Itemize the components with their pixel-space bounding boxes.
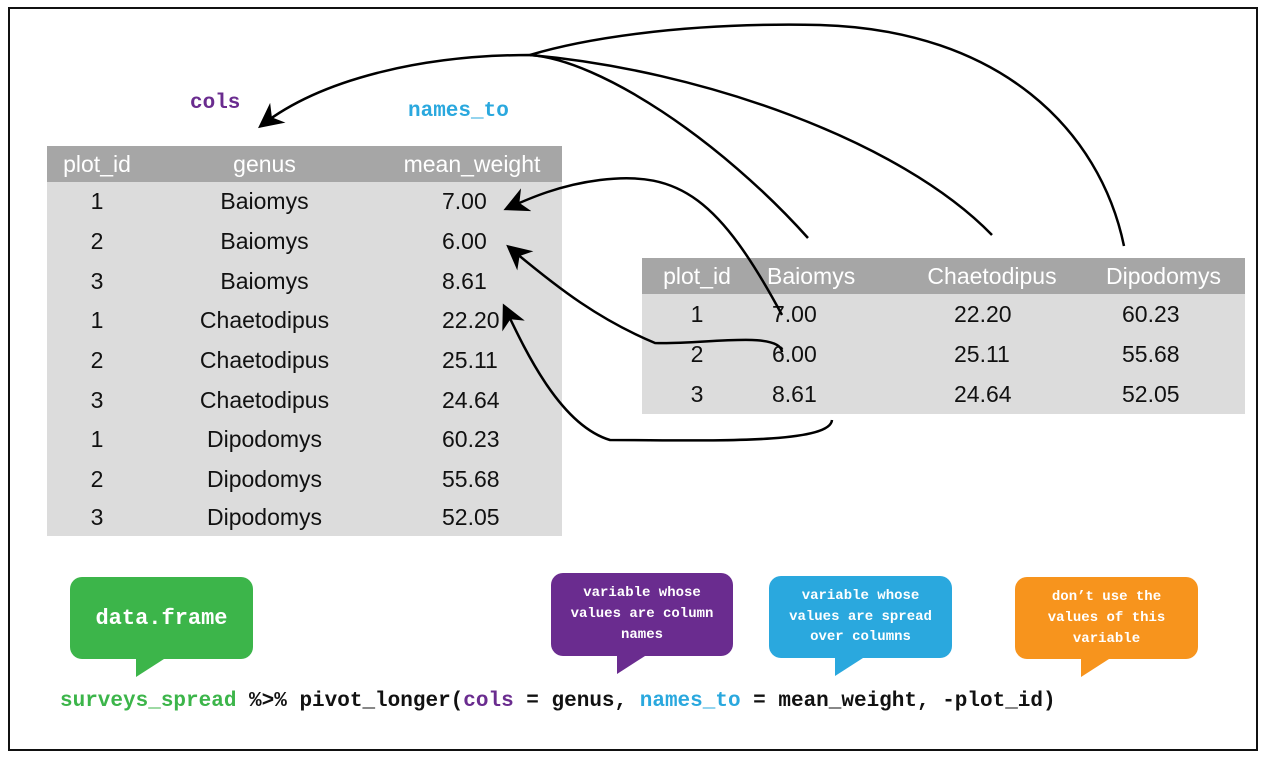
cols-label: cols: [190, 92, 241, 115]
data-frame-callout: data.frame: [70, 577, 253, 677]
table-row: 2 Chaetodipus 25.11: [47, 340, 562, 381]
arrow-baiomys-to-cols: [258, 53, 809, 239]
wide-table-header-row: plot_id Baiomys Chaetodipus Dipodomys: [642, 258, 1245, 294]
cell-genus: Dipodomys: [147, 499, 382, 536]
cell-plot-id: 1: [642, 294, 752, 334]
arrow-6-00-to-long: [506, 244, 784, 353]
table-row: 1 Baiomys 7.00: [47, 182, 562, 222]
cell-mean-weight: 22.20: [382, 301, 562, 341]
cell-plot-id: 1: [47, 182, 147, 222]
long-header-mean-weight: mean_weight: [382, 146, 562, 182]
cell-dipodomys: 55.68: [1082, 334, 1245, 374]
long-table: plot_id genus mean_weight 1 Baiomys 7.00 2…: [47, 146, 562, 536]
wide-header-chaetodipus: Chaetodipus: [902, 258, 1082, 294]
table-row: 1 Dipodomys 60.23: [47, 420, 562, 460]
wide-header-plot-id: plot_id: [642, 258, 752, 294]
cell-genus: Baiomys: [147, 182, 382, 222]
drop-variable-callout: don’t use the values of this variable: [1015, 577, 1198, 677]
cell-genus: Chaetodipus: [147, 301, 382, 341]
table-row: 3 8.61 24.64 52.05: [642, 374, 1245, 414]
cell-mean-weight: 52.05: [382, 499, 562, 536]
table-row: 2 6.00 25.11 55.68: [642, 334, 1245, 374]
names-to-label: names_to: [408, 100, 509, 123]
cell-baiomys: 7.00: [752, 294, 902, 334]
names-to-callout: variable whose values are spread over co…: [769, 576, 952, 676]
cell-plot-id: 3: [47, 261, 147, 302]
cell-plot-id: 3: [642, 374, 752, 414]
table-row: 1 Chaetodipus 22.20: [47, 301, 562, 341]
arrow-chaetodipus-to-cols: [529, 53, 993, 236]
code-cols-keyword: cols: [463, 690, 514, 713]
cell-genus: Chaetodipus: [147, 340, 382, 381]
wide-header-baiomys: Baiomys: [752, 258, 902, 294]
diagram-frame: [8, 7, 1258, 751]
cell-genus: Dipodomys: [147, 459, 382, 500]
cell-mean-weight: 55.68: [382, 459, 562, 500]
table-row: 1 7.00 22.20 60.23: [642, 294, 1245, 334]
code-names-rest: = mean_weight, -plot_id): [740, 690, 1056, 713]
cell-baiomys: 8.61: [752, 374, 902, 414]
cell-mean-weight: 7.00: [382, 182, 562, 222]
cell-plot-id: 3: [47, 380, 147, 421]
cell-baiomys: 6.00: [752, 334, 902, 374]
arrow-8-61-to-long: [502, 303, 834, 442]
cell-mean-weight: 24.64: [382, 380, 562, 421]
cell-dipodomys: 52.05: [1082, 374, 1245, 414]
cell-plot-id: 3: [47, 499, 147, 536]
cell-genus: Dipodomys: [147, 420, 382, 460]
code-names-keyword: names_to: [639, 690, 741, 713]
arrow-dipodomys-to-cols: [529, 23, 1126, 247]
cell-plot-id: 2: [47, 221, 147, 262]
code-cols-rest: = genus,: [513, 690, 640, 713]
code-line: surveys_spread %>% pivot_longer(cols = g…: [60, 690, 1056, 713]
long-table-header-row: plot_id genus mean_weight: [47, 146, 562, 182]
code-object: surveys_spread: [60, 690, 237, 713]
cell-genus: Baiomys: [147, 221, 382, 262]
cell-chaetodipus: 25.11: [902, 334, 1082, 374]
code-pipe: %>% pivot_longer(: [236, 690, 464, 713]
cell-dipodomys: 60.23: [1082, 294, 1245, 334]
cell-mean-weight: 60.23: [382, 420, 562, 460]
cell-chaetodipus: 24.64: [902, 374, 1082, 414]
cell-genus: Chaetodipus: [147, 380, 382, 421]
table-row: 2 Dipodomys 55.68: [47, 459, 562, 500]
cell-plot-id: 2: [47, 340, 147, 381]
cols-callout: variable whose values are column names: [551, 573, 733, 674]
table-row: 2 Baiomys 6.00: [47, 221, 562, 262]
table-row: 3 Dipodomys 52.05: [47, 499, 562, 536]
cell-genus: Baiomys: [147, 261, 382, 302]
cell-plot-id: 2: [47, 459, 147, 500]
long-header-plot-id: plot_id: [47, 146, 147, 182]
cell-plot-id: 1: [47, 301, 147, 341]
table-row: 3 Chaetodipus 24.64: [47, 380, 562, 421]
wide-header-dipodomys: Dipodomys: [1082, 258, 1245, 294]
arrow-7-00-to-long: [503, 176, 784, 316]
cell-plot-id: 1: [47, 420, 147, 460]
cell-chaetodipus: 22.20: [902, 294, 1082, 334]
long-header-genus: genus: [147, 146, 382, 182]
